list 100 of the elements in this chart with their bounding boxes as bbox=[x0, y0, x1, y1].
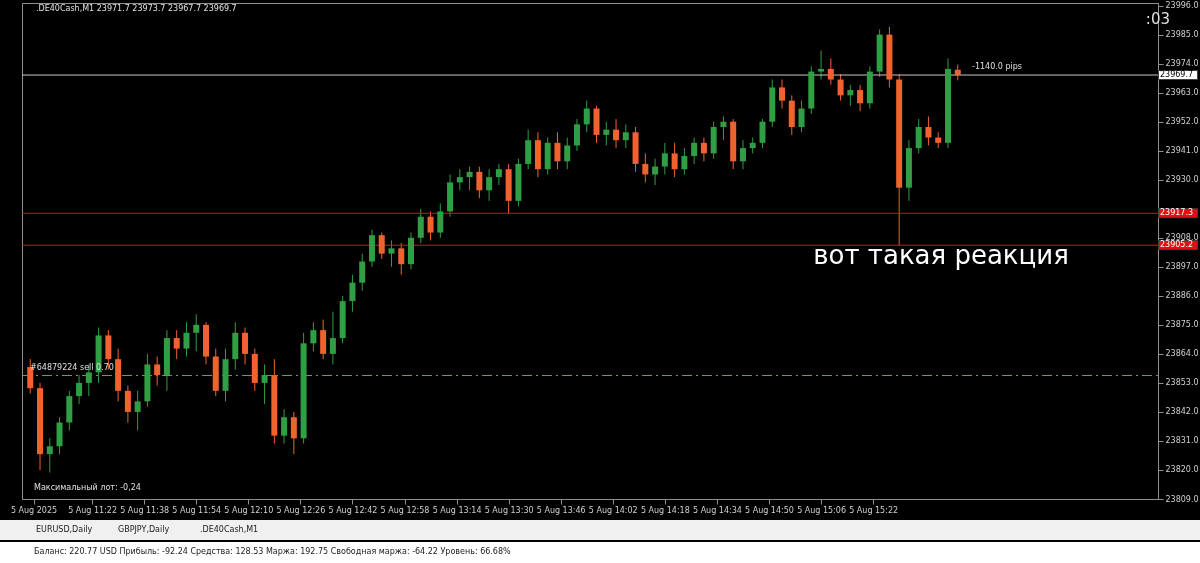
candlestick bbox=[915, 118, 922, 154]
candlestick bbox=[525, 129, 532, 170]
candlestick bbox=[476, 166, 483, 199]
x-tick-label: 5 Aug 13:14 bbox=[432, 505, 482, 515]
candlestick bbox=[857, 84, 864, 112]
candlestick bbox=[193, 313, 200, 352]
y-tick-label: 23842.0 bbox=[1165, 407, 1199, 417]
candlestick bbox=[495, 163, 502, 186]
candlestick bbox=[700, 137, 707, 162]
x-tick-label: 5 Aug 11:54 bbox=[172, 505, 222, 515]
chart-title: .DE40Cash,M1 23971.7 23973.7 23967.7 23969.7 bbox=[36, 4, 237, 13]
candlestick bbox=[427, 210, 434, 241]
x-tick-label: 5 Aug 14:02 bbox=[588, 505, 638, 515]
candlestick bbox=[779, 79, 786, 110]
candlestick bbox=[290, 411, 297, 455]
candlestick bbox=[739, 139, 746, 170]
y-tick-label: 23941.0 bbox=[1165, 146, 1199, 156]
candlestick bbox=[583, 100, 590, 133]
candlestick bbox=[359, 253, 366, 292]
y-tick-label: 23985.0 bbox=[1165, 30, 1199, 40]
x-tick-label: 5 Aug 11:22 bbox=[68, 505, 118, 515]
candlestick bbox=[349, 274, 356, 313]
candlestick bbox=[310, 321, 317, 352]
x-tick-label: 5 Aug 15:22 bbox=[849, 505, 899, 515]
text: .DE40Cash,M1 bbox=[200, 525, 259, 534]
x-tick-label: 5 Aug 11:38 bbox=[120, 505, 170, 515]
candlestick bbox=[642, 152, 649, 183]
candlestick bbox=[46, 437, 53, 474]
candlestick bbox=[603, 121, 610, 146]
candlestick bbox=[661, 142, 668, 175]
candlestick bbox=[671, 142, 678, 178]
candlestick bbox=[837, 73, 844, 102]
y-tick-label: 23952.0 bbox=[1165, 117, 1199, 127]
candlestick bbox=[417, 208, 424, 244]
candlestick bbox=[124, 385, 131, 423]
x-tick-label: 5 Aug 12:10 bbox=[224, 505, 274, 515]
x-tick-label: 5 Aug 14:18 bbox=[640, 505, 690, 515]
candlestick bbox=[573, 118, 580, 152]
x-tick-label: 5 Aug 12:58 bbox=[380, 505, 430, 515]
candlestick bbox=[818, 49, 825, 81]
candlestick bbox=[466, 166, 473, 191]
x-tick-label: 5 Aug 15:06 bbox=[797, 505, 846, 515]
y-tick-label: 23864.0 bbox=[1165, 349, 1199, 359]
text: EURUSD,Daily bbox=[36, 525, 93, 534]
candlestick bbox=[613, 118, 620, 149]
ref-line-label: -1140.0 pips bbox=[972, 62, 1022, 72]
candlestick bbox=[173, 329, 180, 360]
candlestick bbox=[925, 115, 932, 146]
x-tick-label: 5 Aug 14:50 bbox=[745, 505, 794, 515]
candlestick bbox=[847, 84, 854, 107]
text: Баланс: 220.77 USD Прибыль: -92.24 Средства: 128.53 Маржа: 192.75 Свободная маржа: -64.22 Уровень: 66.68% bbox=[34, 547, 512, 556]
candlestick bbox=[720, 115, 727, 141]
candlestick bbox=[134, 390, 141, 431]
y-tick-label: 23963.0 bbox=[1165, 88, 1199, 98]
candlestick bbox=[183, 321, 190, 358]
annotation: Максимальный лот: -0,24 bbox=[34, 483, 141, 492]
candlestick bbox=[564, 137, 571, 170]
x-tick-label: 5 Aug 12:26 bbox=[276, 505, 326, 515]
y-tick-label: 23930.0 bbox=[1165, 175, 1199, 185]
candlestick bbox=[320, 319, 327, 360]
text: 23917.3 bbox=[1160, 208, 1194, 218]
candlestick bbox=[622, 123, 629, 149]
y-tick-label: 23996.0 bbox=[1165, 1, 1199, 11]
candlestick bbox=[154, 356, 161, 387]
y-tick-label: 23820.0 bbox=[1165, 465, 1199, 475]
annotation: вот такая реакция bbox=[813, 239, 1069, 270]
y-tick-label: 23897.0 bbox=[1165, 262, 1199, 272]
y-tick-label: 23831.0 bbox=[1165, 436, 1199, 446]
text: 23969.7 bbox=[1160, 70, 1194, 80]
x-tick-label: 5 Aug 2025 bbox=[10, 505, 58, 515]
candlestick bbox=[281, 408, 288, 445]
x-tick-label: 5 Aug 13:46 bbox=[536, 505, 586, 515]
candlestick bbox=[329, 311, 336, 365]
candlestick bbox=[261, 363, 268, 405]
candlestick bbox=[681, 147, 688, 175]
candlestick bbox=[691, 137, 698, 165]
candlestick bbox=[798, 100, 805, 133]
candlestick bbox=[437, 203, 444, 239]
candlestick bbox=[554, 131, 561, 170]
candlestick bbox=[759, 118, 766, 149]
y-tick-label: 23875.0 bbox=[1165, 320, 1199, 330]
text: GBPJPY,Daily bbox=[118, 525, 170, 534]
y-tick-label: 23853.0 bbox=[1165, 378, 1199, 388]
candlestick bbox=[378, 232, 385, 260]
x-tick-label: 5 Aug 12:42 bbox=[328, 505, 378, 515]
x-tick-label: 5 Aug 14:34 bbox=[692, 505, 742, 515]
x-tick-label: 5 Aug 13:30 bbox=[484, 505, 534, 515]
y-tick-label: 23974.0 bbox=[1165, 59, 1199, 69]
text: 23905.2 bbox=[1160, 240, 1194, 250]
candlestick bbox=[398, 242, 405, 276]
y-tick-label: 23809.0 bbox=[1165, 494, 1199, 504]
candlestick bbox=[486, 168, 493, 202]
candlestick bbox=[388, 239, 395, 268]
y-tick-label: 23908.0 bbox=[1165, 233, 1199, 243]
y-tick-label: 23886.0 bbox=[1165, 291, 1199, 301]
candlestick bbox=[242, 327, 249, 365]
candlestick bbox=[827, 57, 834, 86]
candlestick bbox=[456, 168, 463, 191]
candlestick bbox=[76, 374, 83, 405]
candlestick bbox=[56, 416, 63, 455]
